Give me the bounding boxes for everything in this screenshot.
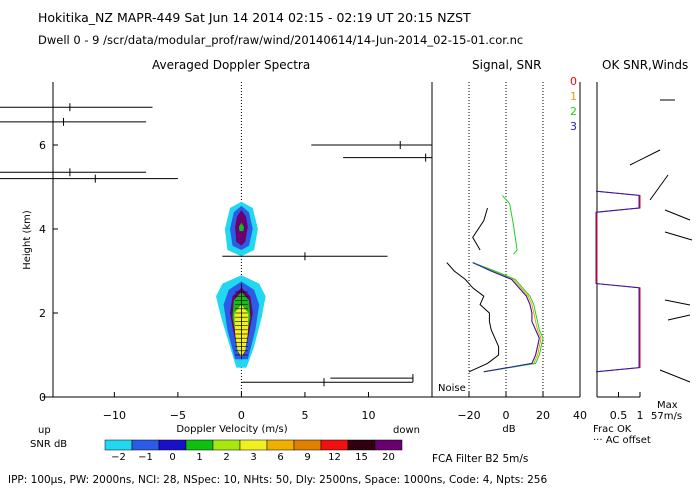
colorbar-label: 0 (169, 452, 175, 463)
noise-label: Noise (438, 383, 466, 394)
y-tick-label: 4 (39, 223, 46, 236)
dwell-legend-item: 0 (570, 75, 577, 88)
colorbar-swatch (104, 439, 133, 451)
dwell-legend-item: 1 (570, 90, 577, 103)
signal-tick-label: −20 (457, 409, 480, 422)
signal-db-label: dB (502, 424, 515, 435)
x-tick-label: −5 (170, 409, 186, 422)
signal-tick-label: 40 (573, 409, 587, 422)
dwell-legend: 0 1 2 3 (570, 75, 577, 133)
down-label: down (393, 425, 420, 436)
dwell-legend-item: 2 (570, 105, 577, 118)
signal-series-snr_2 (472, 262, 544, 373)
y-tick-label: 6 (39, 139, 46, 152)
wind-vector-2 (649, 174, 669, 201)
wind-vector-7 (659, 369, 691, 383)
frac-ok-line-1 (595, 190, 640, 373)
ok-tick-label: 0.5 (610, 409, 628, 422)
spectral-echo-3 (238, 222, 244, 232)
snr-colorbar: −2 −1 0 1 2 3 6 9 12 15 20 (104, 439, 403, 463)
wind-vector-6 (667, 314, 691, 321)
signal-fragment-1 (501, 195, 518, 255)
max-label: Max (657, 400, 678, 411)
x-tick-label: 10 (361, 409, 375, 422)
colorbar-swatch (239, 439, 268, 451)
ac-offset-label: ··· AC offset (593, 435, 651, 446)
colorbar-label: 1 (196, 452, 202, 463)
colorbar-swatch (320, 439, 349, 451)
colorbar-swatch (212, 439, 241, 451)
ok-title: OK SNR,Winds (602, 58, 688, 72)
signal-panel: −20 0 20 40 (432, 82, 587, 422)
frac-ok-line-0 (596, 190, 641, 373)
signal-title: Signal, SNR (472, 58, 541, 72)
signal-tick-label: 0 (503, 409, 510, 422)
y-axis-label: Height (km) (22, 210, 33, 270)
fca-filter-label: FCA Filter B2 5m/s (432, 453, 528, 465)
colorbar-label: 9 (304, 452, 310, 463)
up-label: up (38, 425, 51, 436)
x-tick-label: 5 (301, 409, 308, 422)
height-axis: Height (km) 0246 (22, 82, 58, 404)
max-value: 57m/s (651, 411, 682, 422)
frac-ok-label: Frac OK (593, 424, 632, 435)
header-line2: Dwell 0 - 9 /scr/data/modular_prof/raw/w… (38, 33, 524, 47)
x-axis-label-spectra: Doppler Velocity (m/s) (176, 424, 287, 435)
signal-series-snr_1 (472, 262, 542, 373)
signal-series-snr_3 (472, 262, 540, 373)
footer-params: IPP: 100µs, PW: 2000ns, NCI: 28, NSpec: … (8, 474, 547, 486)
snr-db-label: SNR dB (30, 439, 67, 450)
colorbar-swatch (347, 439, 376, 451)
colorbar-label: 12 (328, 452, 341, 463)
colorbar-label: 6 (277, 452, 283, 463)
y-tick-label: 2 (39, 307, 46, 320)
signal-fragment-0 (472, 207, 488, 251)
x-tick-label: −10 (103, 409, 126, 422)
signal-series-noise (446, 262, 500, 373)
ok-tick-label: 1 (637, 409, 644, 422)
spectra-title: Averaged Doppler Spectra (152, 58, 310, 72)
signal-tick-label: 20 (536, 409, 550, 422)
spectra-panel: −10 −5 0 5 10 (0, 82, 433, 422)
wind-vector-4 (664, 231, 693, 241)
header-line1: Hokitika_NZ MAPR-449 Sat Jun 14 2014 02:… (38, 10, 471, 25)
colorbar-label: 20 (382, 452, 395, 463)
dwell-legend-item: 3 (570, 120, 577, 133)
colorbar-label: −1 (138, 452, 153, 463)
colorbar-label: 3 (250, 452, 256, 463)
colorbar-label: −2 (111, 452, 126, 463)
colorbar-swatch (131, 439, 160, 451)
colorbar-swatch (158, 439, 187, 451)
colorbar-swatch (266, 439, 295, 451)
wind-vector-5 (664, 299, 691, 306)
colorbar-swatch (293, 439, 322, 451)
colorbar-label: 15 (355, 452, 368, 463)
wind-vector-1 (629, 149, 661, 166)
wind-vector-3 (664, 209, 691, 221)
colorbar-swatch (374, 439, 403, 451)
colorbar-swatch (185, 439, 214, 451)
ok-winds-panel: 0.5 1 (595, 82, 693, 422)
colorbar-label: 2 (223, 452, 229, 463)
x-tick-label: 0 (238, 409, 245, 422)
